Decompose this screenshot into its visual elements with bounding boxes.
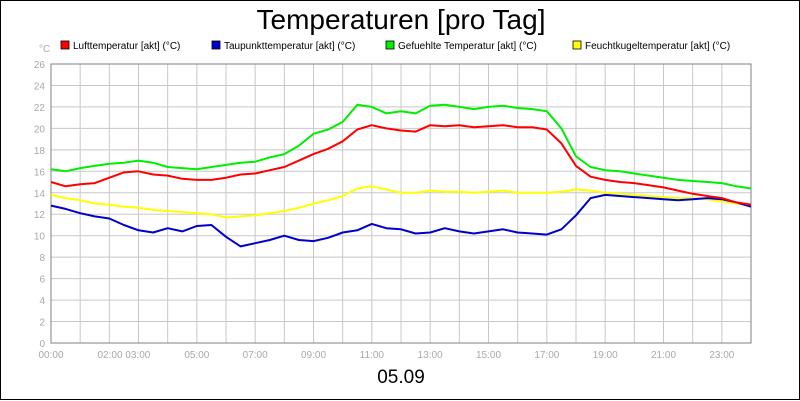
x-tick-label: 15:00 xyxy=(476,350,501,361)
legend-swatch xyxy=(211,40,221,50)
y-tick-label: 8 xyxy=(39,253,45,264)
y-tick-label: 10 xyxy=(34,232,46,243)
legend: Lufttemperatur [akt] (°C) Taupunkttempera… xyxy=(60,40,730,52)
grid xyxy=(51,63,751,344)
y-tick-label: 26 xyxy=(34,60,46,71)
y-tick-label: 2 xyxy=(39,318,45,329)
plot-border xyxy=(50,63,752,344)
x-tick-label: 11:00 xyxy=(360,350,385,361)
x-axis-date-label: 05.09 xyxy=(377,367,425,388)
legend-label: Taupunkttemperatur [akt] (°C) xyxy=(224,41,355,52)
x-tick-label: 09:00 xyxy=(301,350,326,361)
series-line-2 xyxy=(50,193,752,248)
x-tick-label: 07:00 xyxy=(243,350,268,361)
y-tick-label: 0 xyxy=(39,339,45,350)
y-tick-label: 12 xyxy=(34,210,46,221)
y-tick-label: 18 xyxy=(34,146,46,157)
series-line-1 xyxy=(50,124,752,206)
y-tick-label: 24 xyxy=(34,81,46,92)
x-tick-label: 17:00 xyxy=(534,350,559,361)
legend-swatch xyxy=(60,40,70,50)
legend-label: Gefuehlte Temperatur [akt] (°C) xyxy=(398,41,537,52)
x-tick-label: 02:00 03:00 xyxy=(98,350,151,361)
x-tick-label: 23:00 xyxy=(709,350,734,361)
x-tick-label: 00:00 xyxy=(38,350,63,361)
legend-label: Feuchtkugeltemperatur [akt] (°C) xyxy=(585,41,730,52)
y-tick-label: 20 xyxy=(34,124,46,135)
series-line-3 xyxy=(50,103,752,190)
y-tick-label: 22 xyxy=(34,103,46,114)
chart-title: Temperaturen [pro Tag] xyxy=(256,4,546,35)
y-tick-label: 4 xyxy=(39,296,45,307)
y-axis-unit-label: °C xyxy=(39,44,50,55)
x-tick-label: 19:00 xyxy=(593,350,618,361)
series-lines xyxy=(50,103,752,248)
x-tick-label: 21:00 xyxy=(651,350,676,361)
series-line-4 xyxy=(50,185,752,219)
y-tick-label: 14 xyxy=(34,189,46,200)
legend-swatch xyxy=(385,40,395,50)
y-tick-label: 6 xyxy=(39,275,45,286)
x-tick-label: 13:00 xyxy=(418,350,443,361)
legend-label: Lufttemperatur [akt] (°C) xyxy=(73,41,180,52)
legend-swatch xyxy=(572,40,582,50)
x-tick-label: 05:00 xyxy=(184,350,209,361)
y-tick-label: 16 xyxy=(34,167,46,178)
